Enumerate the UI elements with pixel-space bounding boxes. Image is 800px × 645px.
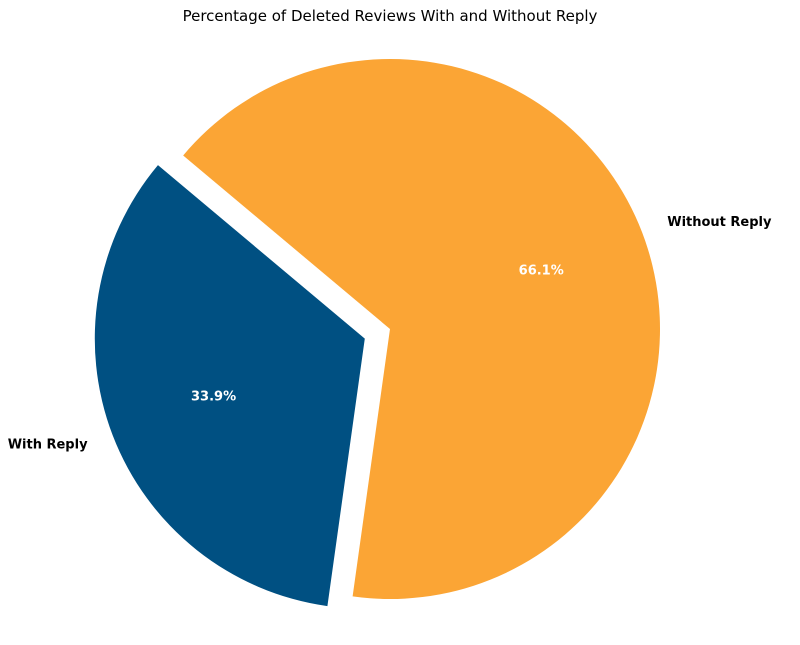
pie-percent-label: 33.9% bbox=[191, 389, 236, 404]
pie-percent-label: 66.1% bbox=[519, 263, 564, 278]
pie-category-label: With Reply bbox=[8, 438, 88, 453]
chart-title: Percentage of Deleted Reviews With and W… bbox=[182, 7, 598, 25]
pie-category-label: Without Reply bbox=[667, 215, 772, 230]
pie-slice-with-reply bbox=[94, 165, 365, 607]
pie-slice-without-reply bbox=[183, 59, 660, 600]
